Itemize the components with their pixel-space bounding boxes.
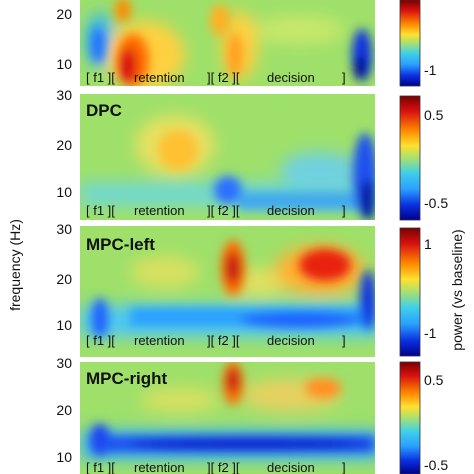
- panel-3-ytick-30: 30: [56, 355, 72, 371]
- panel-1-segment-f2: ][ f2 ][: [207, 203, 240, 218]
- panel-3-segment-f1: [ f1 ][: [86, 460, 115, 474]
- panel-3-segment-f2: ][ f2 ][: [207, 460, 240, 474]
- panel-2-ytick-30: 30: [56, 221, 72, 237]
- panel-0-segment-f2: ][ f2 ][: [207, 70, 240, 85]
- panel-3-segment-end: ]: [342, 460, 346, 474]
- colorbar-2-tick-high: 1: [424, 236, 432, 252]
- colorbar-3-tick-high: 0.5: [424, 372, 444, 388]
- panel-2: MPC-left 10 20 30 [ f1 ][ retention ][ f…: [56, 221, 380, 357]
- panel-1-ytick-10: 10: [56, 184, 72, 200]
- panel-1-ytick-30: 30: [56, 87, 72, 103]
- panel-0: 10 20 [ f1 ][ retention ][ f2 ][ decisio…: [56, 0, 380, 86]
- panel-1-ytick-20: 20: [56, 137, 72, 153]
- panel-2-segment-f1: [ f1 ][: [86, 333, 115, 348]
- colorbar-0-tick-low: -1: [424, 62, 437, 78]
- colorbar-label: power (vs baseline): [449, 229, 465, 350]
- panel-3-title: MPC-right: [86, 369, 168, 388]
- panel-1-segment-f1: [ f1 ][: [86, 203, 115, 218]
- colorbar-3-tick-low: -0.5: [424, 457, 448, 473]
- panel-3: MPC-right 10 20 30 [ f1 ][ retention ][ …: [56, 355, 380, 474]
- panel-0-segment-retention: retention: [134, 70, 185, 85]
- panel-2-segment-f2: ][ f2 ][: [207, 333, 240, 348]
- colorbar-1-tick-low: -0.5: [424, 195, 448, 211]
- panel-3-segment-retention: retention: [134, 460, 185, 474]
- colorbar-3: 0.5 -0.5: [399, 361, 448, 474]
- panel-2-ytick-20: 20: [56, 271, 72, 287]
- panel-1-title: DPC: [86, 101, 122, 120]
- panel-1-segment-end: ]: [342, 203, 346, 218]
- colorbar-1-tick-high: 0.5: [424, 107, 444, 123]
- y-axis-label: frequency (Hz): [7, 219, 23, 311]
- panel-3-ytick-10: 10: [56, 449, 72, 465]
- panel-3-ytick-20: 20: [56, 402, 72, 418]
- panel-1-segment-decision: decision: [267, 203, 315, 218]
- panel-2-segment-retention: retention: [134, 333, 185, 348]
- panel-2-segment-decision: decision: [267, 333, 315, 348]
- panel-1-segment-retention: retention: [134, 203, 185, 218]
- panel-0-segment-decision: decision: [267, 70, 315, 85]
- panel-3-segment-decision: decision: [267, 460, 315, 474]
- panel-2-title: MPC-left: [86, 235, 155, 254]
- colorbar-1: 0.5 -0.5: [399, 95, 448, 221]
- panel-0-segment-end: ]: [342, 70, 346, 85]
- colorbar-0: -1: [399, 0, 437, 87]
- panel-0-ytick-20: 20: [56, 6, 72, 22]
- colorbar-2-tick-low: -1: [424, 325, 437, 341]
- panel-0-segment-f1: [ f1 ][: [86, 70, 115, 85]
- panel-1: DPC 10 20 30 [ f1 ][ retention ][ f2 ][ …: [56, 87, 380, 220]
- panel-0-ytick-10: 10: [56, 56, 72, 72]
- colorbar-2: 1 -1: [399, 227, 437, 357]
- panel-2-segment-end: ]: [342, 333, 346, 348]
- panel-2-ytick-10: 10: [56, 317, 72, 333]
